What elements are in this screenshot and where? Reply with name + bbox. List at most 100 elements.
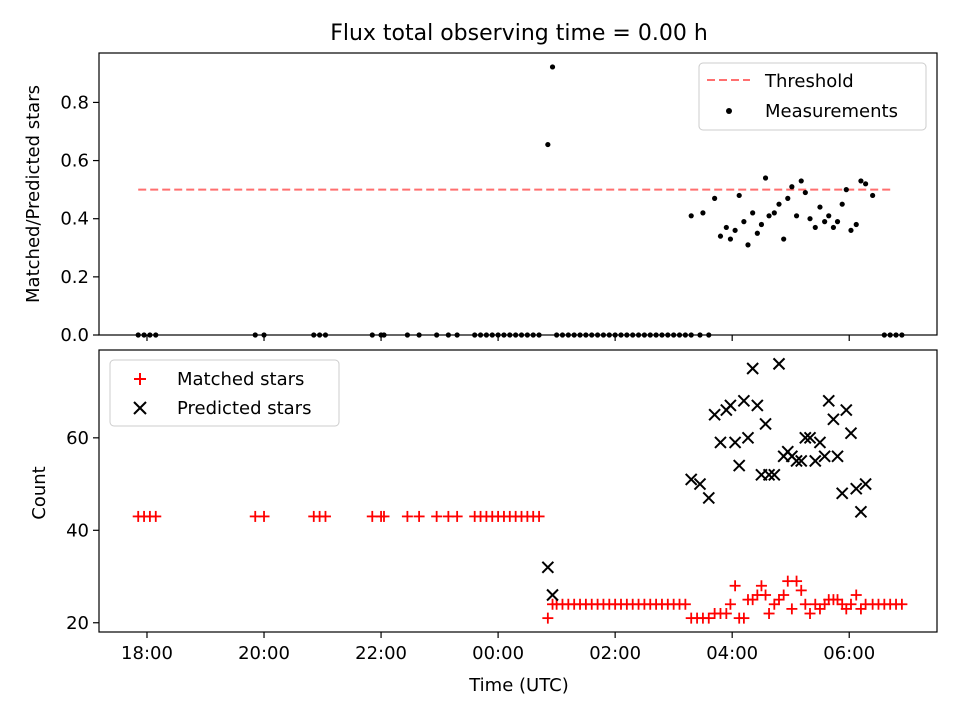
measurement-point bbox=[863, 181, 869, 187]
measurement-point bbox=[785, 195, 791, 201]
predicted-star-point bbox=[827, 413, 840, 426]
legend-measurements-marker bbox=[726, 108, 732, 114]
predicted-star-point bbox=[708, 408, 721, 421]
matched-star-point bbox=[804, 608, 816, 620]
matched-star-point bbox=[679, 598, 691, 610]
predicted-star-point bbox=[854, 505, 868, 519]
measurement-point bbox=[688, 213, 694, 219]
legend-predicted-label: Predicted stars bbox=[177, 398, 311, 419]
matched-star-point bbox=[786, 603, 798, 615]
measurement-point bbox=[776, 201, 782, 207]
top-y-ticks: 0.0 0.2 0.4 0.6 0.8 bbox=[60, 92, 99, 346]
measurement-point bbox=[745, 242, 751, 248]
legend-matched-label: Matched stars bbox=[177, 369, 304, 390]
matched-star-point bbox=[760, 589, 772, 601]
matched-star-point bbox=[809, 598, 821, 610]
predicted-star-point bbox=[772, 357, 786, 371]
matched-star-point bbox=[832, 594, 844, 606]
x-tick-label: 06:00 bbox=[823, 643, 875, 664]
measurement-point bbox=[843, 187, 849, 193]
matched-star-point bbox=[378, 510, 390, 522]
measurement-point bbox=[700, 210, 706, 216]
predicted-star-point bbox=[840, 403, 853, 417]
y-tick-label: 0.4 bbox=[60, 209, 89, 230]
matched-star-point bbox=[814, 603, 826, 615]
matched-star-point bbox=[720, 608, 732, 620]
predicted-star-point bbox=[693, 477, 707, 491]
matched-star-point bbox=[738, 612, 750, 624]
predicted-star-point bbox=[728, 436, 742, 449]
measurement-point bbox=[741, 219, 747, 225]
matched-star-point bbox=[773, 594, 785, 606]
predicted-star-point bbox=[724, 399, 737, 412]
measurement-point bbox=[781, 236, 787, 242]
bottom-legend-box bbox=[109, 359, 340, 427]
measurement-point bbox=[771, 210, 777, 216]
predicted-star-point bbox=[822, 394, 835, 408]
matched-star-point bbox=[413, 510, 425, 522]
predicted-star-point bbox=[546, 588, 559, 602]
measurement-point bbox=[732, 227, 738, 233]
predicted-star-point bbox=[746, 362, 759, 375]
predicted-star-point bbox=[768, 468, 781, 482]
measurement-point bbox=[549, 64, 556, 70]
bottom-y-ticks: 20 40 60 bbox=[66, 428, 99, 634]
predicted-star-point bbox=[751, 399, 764, 412]
predicted-star-point bbox=[790, 454, 803, 468]
x-tick-label: 04:00 bbox=[706, 643, 758, 664]
predicted-star-point bbox=[799, 431, 812, 445]
legend-measurements-label: Measurements bbox=[765, 101, 898, 122]
predicted-star-point bbox=[803, 431, 817, 445]
top-panel: 0.00.20.40.60.8 Matched/Predicted stars … bbox=[23, 52, 938, 346]
top-legend: Threshold Measurements bbox=[698, 62, 927, 131]
measurement-point bbox=[817, 204, 823, 210]
top-axes-frame bbox=[98, 52, 938, 336]
legend-matched-marker bbox=[134, 373, 146, 385]
measurement-point bbox=[826, 213, 832, 219]
measurement-point bbox=[848, 227, 854, 233]
y-tick-label: 0.2 bbox=[60, 267, 89, 288]
predicted-star-point bbox=[714, 436, 727, 449]
x-tick-label: 18:00 bbox=[121, 643, 173, 664]
y-tick-label: 0.6 bbox=[60, 151, 89, 172]
predicted-star-point bbox=[732, 459, 746, 472]
top-y-axis-label: Matched/Predicted stars bbox=[23, 85, 44, 303]
measurement-point bbox=[798, 178, 804, 184]
matched-star-point bbox=[150, 510, 162, 522]
matched-star-point bbox=[768, 598, 780, 610]
matched-star-point bbox=[319, 510, 331, 522]
measurement-point bbox=[793, 213, 800, 219]
predicted-star-point bbox=[762, 468, 776, 482]
matched-star-point bbox=[401, 510, 413, 522]
top-legend-box bbox=[698, 62, 927, 131]
predicted-star-point bbox=[809, 454, 822, 468]
measurement-point bbox=[802, 189, 808, 196]
matched-star-point bbox=[533, 510, 545, 522]
matched-star-point bbox=[755, 580, 767, 592]
bottom-y-axis-label: Count bbox=[29, 466, 50, 519]
measurement-point bbox=[830, 224, 837, 231]
measurement-point bbox=[822, 219, 828, 225]
measurement-point bbox=[545, 141, 551, 148]
predicted-star-point bbox=[685, 473, 698, 486]
matched-star-point bbox=[850, 589, 862, 601]
matched-star-point bbox=[799, 598, 811, 610]
matched-star-point bbox=[840, 603, 852, 615]
predicted-star-point bbox=[813, 436, 827, 449]
measurement-point bbox=[754, 230, 760, 236]
predicted-star-point bbox=[844, 427, 858, 440]
x-tick-label: 00:00 bbox=[472, 643, 524, 664]
y-tick-label: 0.8 bbox=[60, 92, 89, 113]
y-tick-label: 60 bbox=[66, 428, 89, 449]
matched-star-point bbox=[778, 589, 790, 601]
matched-star-point bbox=[451, 510, 463, 522]
predicted-star-point bbox=[859, 477, 872, 491]
measurement-point bbox=[750, 210, 756, 216]
measurement-point bbox=[858, 178, 864, 184]
measurement-point bbox=[807, 216, 813, 222]
measurement-point bbox=[712, 195, 718, 201]
predicted-star-point bbox=[741, 431, 755, 445]
legend-predicted-marker bbox=[133, 401, 147, 415]
matched-star-point bbox=[724, 598, 736, 610]
measurement-point bbox=[812, 224, 818, 231]
